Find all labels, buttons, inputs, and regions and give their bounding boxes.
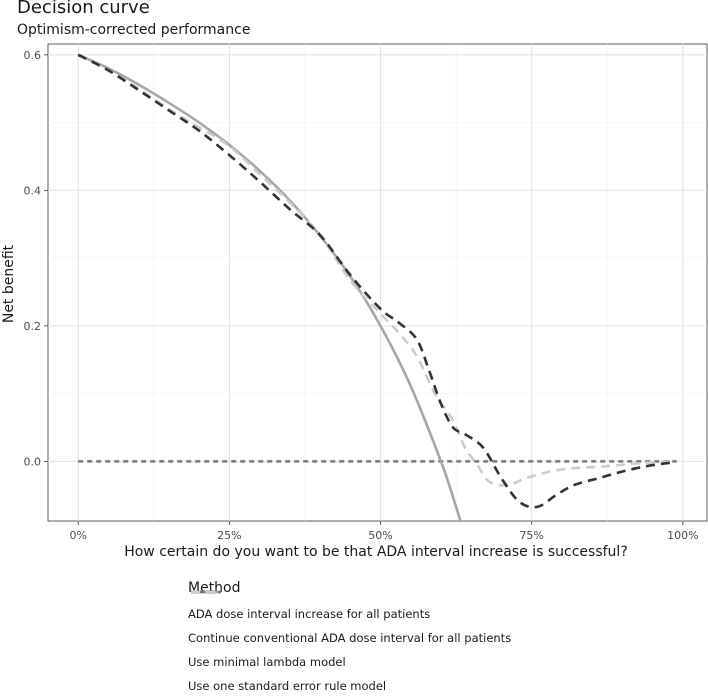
legend-label: Continue conventional ADA dose interval … xyxy=(188,631,512,645)
y-tick-label: 0.0 xyxy=(24,455,42,468)
y-tick-label: 0.2 xyxy=(24,320,42,333)
axes: 0% 25% 50% 75% 100% 0.0 0.2 0.4 0.6 xyxy=(24,49,699,542)
chart-title: Decision curve xyxy=(17,0,150,18)
legend-item-3: Use minimal lambda model xyxy=(188,590,511,674)
legend-label: Use minimal lambda model xyxy=(188,655,346,669)
legend-key xyxy=(191,590,221,594)
legend-item-2: Continue conventional ADA dose interval … xyxy=(188,590,512,650)
y-tick-label: 0.6 xyxy=(24,49,42,62)
series-line-4 xyxy=(77,53,671,487)
legend-item-4: Use one standard error rule model xyxy=(188,590,511,698)
y-axis-title: Net benefit xyxy=(1,244,17,323)
series-lines xyxy=(77,53,677,521)
x-tick-label: 25% xyxy=(217,529,241,542)
x-axis-title: How certain do you want to be that ADA i… xyxy=(124,544,628,560)
legend: Method ADA dose interval increase for al… xyxy=(188,580,511,698)
plot-panel xyxy=(47,43,708,522)
series-line-3 xyxy=(77,53,671,509)
legend-label: Use one standard error rule model xyxy=(188,679,387,693)
x-tick-label: 75% xyxy=(519,529,543,542)
x-tick-label: 100% xyxy=(667,529,698,542)
series-line-1 xyxy=(77,53,462,521)
x-tick-label: 0% xyxy=(70,529,87,542)
y-tick-label: 0.4 xyxy=(24,184,42,197)
legend-label: ADA dose interval increase for all patie… xyxy=(188,607,431,621)
grid-lines xyxy=(48,44,707,521)
chart-subtitle: Optimism-corrected performance xyxy=(17,22,251,38)
legend-item-1: ADA dose interval increase for all patie… xyxy=(188,590,511,626)
legend-title: Method xyxy=(188,580,241,596)
x-tick-label: 50% xyxy=(368,529,392,542)
